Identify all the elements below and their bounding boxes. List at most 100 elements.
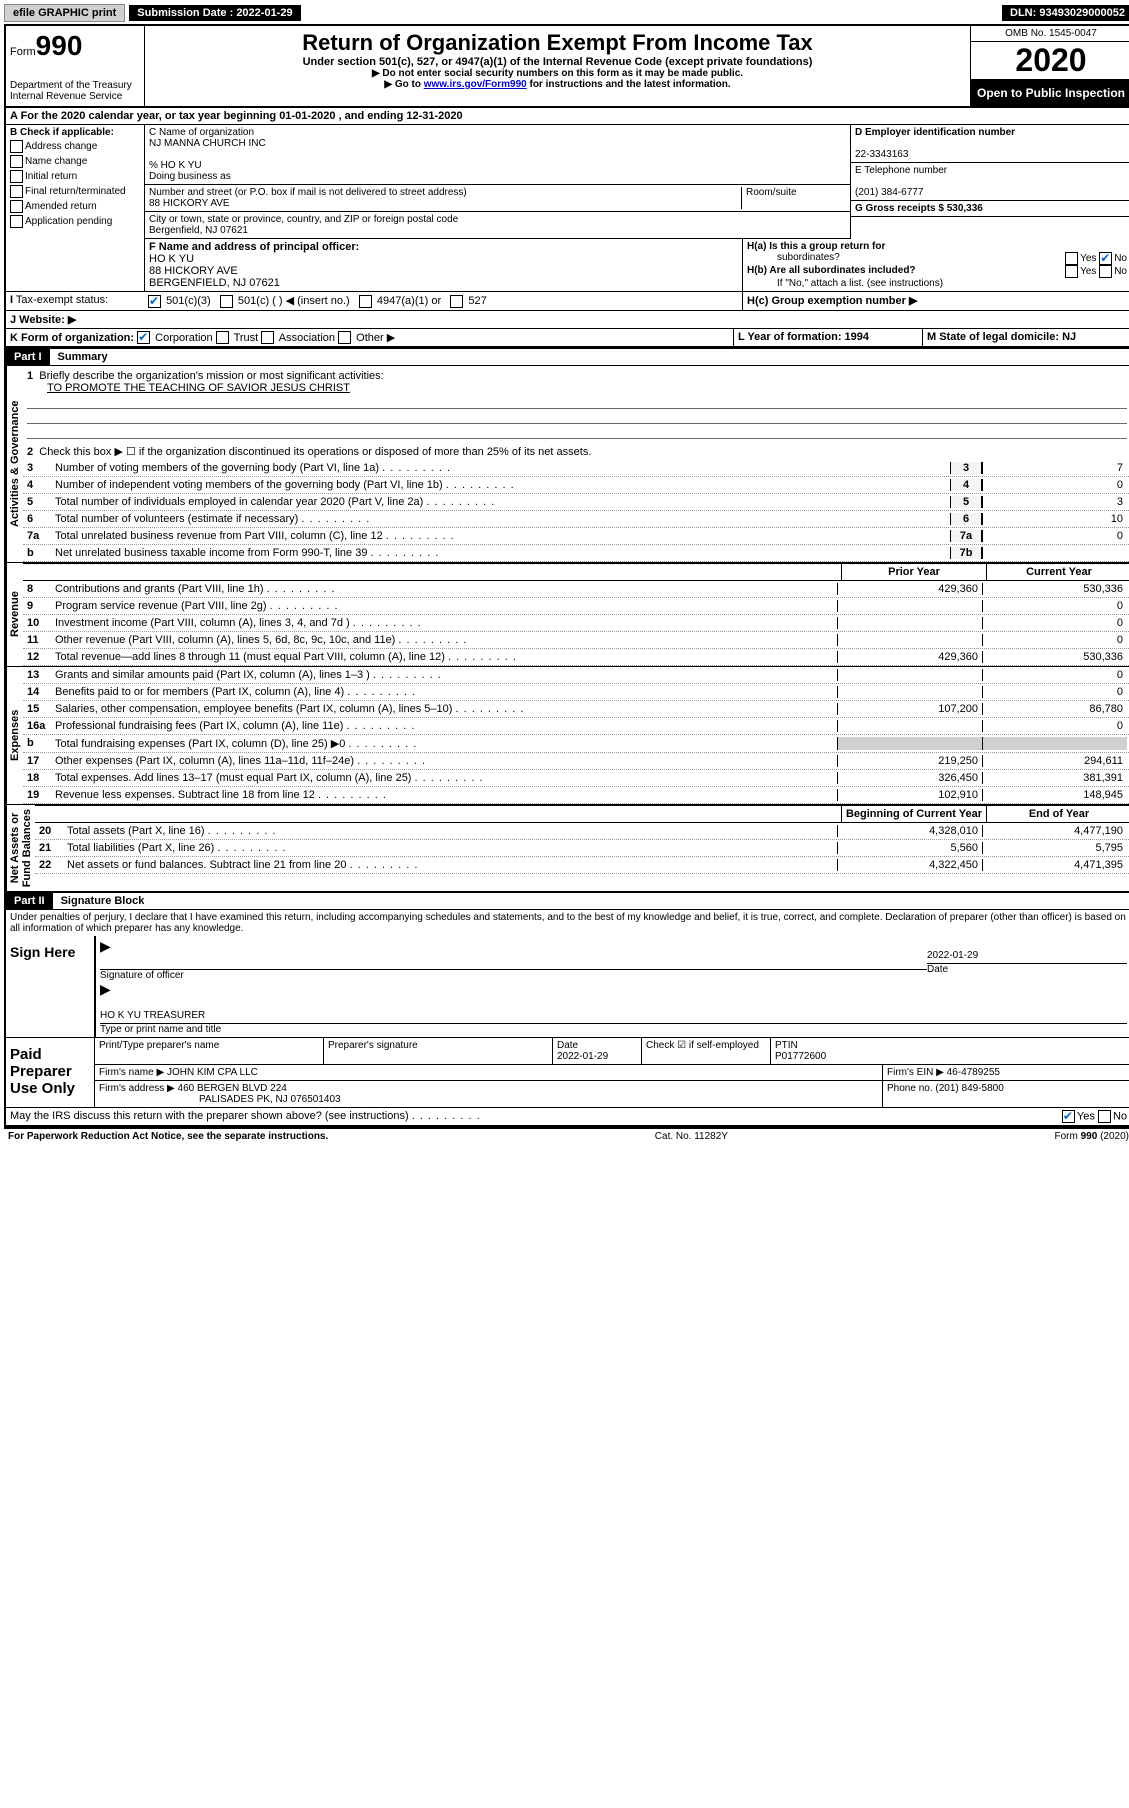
form-container: Form990 Department of the Treasury Inter… bbox=[4, 24, 1129, 1129]
tax-status-row: I Tax-exempt status: 501(c)(3) 501(c) ( … bbox=[6, 292, 1129, 311]
form-header: Form990 Department of the Treasury Inter… bbox=[6, 26, 1129, 108]
line-20: 20Total assets (Part X, line 16) 4,328,0… bbox=[35, 823, 1129, 840]
part2-head: Part II bbox=[6, 893, 53, 909]
dba-label: Doing business as bbox=[149, 171, 231, 182]
line-3: 3Number of voting members of the governi… bbox=[23, 460, 1129, 477]
check-initial[interactable]: Initial return bbox=[10, 170, 140, 183]
line-5: 5Total number of individuals employed in… bbox=[23, 494, 1129, 511]
paid-prep-label: Paid Preparer Use Only bbox=[6, 1038, 94, 1107]
ptin: P01772600 bbox=[775, 1051, 826, 1062]
col-d-info: D Employer identification number 22-3343… bbox=[850, 125, 1129, 239]
vlabel-net: Net Assets or Fund Balances bbox=[6, 805, 35, 891]
discuss-row: May the IRS discuss this return with the… bbox=[6, 1108, 1129, 1127]
line-9: 9Program service revenue (Part VIII, lin… bbox=[23, 598, 1129, 615]
section-a: A For the 2020 calendar year, or tax yea… bbox=[6, 108, 1129, 125]
title-box: Return of Organization Exempt From Incom… bbox=[145, 26, 970, 106]
col-b-checkboxes: B Check if applicable: Address change Na… bbox=[6, 125, 145, 239]
sign-here-row: Sign Here ▶ Signature of officer 2022-01… bbox=[6, 936, 1129, 1038]
part1-head: Part I bbox=[6, 349, 50, 365]
efile-button[interactable]: efile GRAPHIC print bbox=[4, 4, 125, 22]
firm-addr: 460 BERGEN BLVD 224 bbox=[178, 1083, 287, 1094]
form-number: 990 bbox=[36, 30, 83, 61]
vlabel-expenses: Expenses bbox=[6, 667, 23, 804]
check-final[interactable]: Final return/terminated bbox=[10, 185, 140, 198]
part2-title: Signature Block bbox=[53, 895, 145, 907]
form-number-box: Form990 Department of the Treasury Inter… bbox=[6, 26, 145, 106]
line-16a: 16aProfessional fundraising fees (Part I… bbox=[23, 718, 1129, 735]
part2-bar: Part II Signature Block bbox=[6, 891, 1129, 910]
line-10: 10Investment income (Part VIII, column (… bbox=[23, 615, 1129, 632]
street-cell: Number and street (or P.O. box if mail i… bbox=[145, 185, 850, 212]
form-prefix: Form bbox=[10, 46, 36, 58]
check-address[interactable]: Address change bbox=[10, 140, 140, 153]
discuss-no[interactable] bbox=[1098, 1110, 1111, 1123]
city-cell: City or town, state or province, country… bbox=[145, 212, 850, 239]
vlabel-governance: Activities & Governance bbox=[6, 366, 23, 562]
ein-cell: D Employer identification number 22-3343… bbox=[851, 125, 1129, 163]
gross-cell: G Gross receipts $ 530,336 bbox=[851, 201, 1129, 217]
check-name[interactable]: Name change bbox=[10, 155, 140, 168]
line-13: 13Grants and similar amounts paid (Part … bbox=[23, 667, 1129, 684]
firm-ein: 46-4789255 bbox=[947, 1067, 1000, 1078]
street: 88 HICKORY AVE bbox=[149, 198, 230, 209]
check-corp[interactable] bbox=[137, 331, 150, 344]
col-b-label: B Check if applicable: bbox=[10, 127, 114, 138]
check-amended[interactable]: Amended return bbox=[10, 200, 140, 213]
h-section: H(a) Is this a group return for subordin… bbox=[742, 239, 1129, 291]
expenses-section: Expenses 13Grants and similar amounts pa… bbox=[6, 666, 1129, 804]
footer-right: Form 990 (2020) bbox=[1055, 1131, 1129, 1142]
note-ssn: ▶ Do not enter social security numbers o… bbox=[153, 68, 962, 79]
declaration: Under penalties of perjury, I declare th… bbox=[6, 910, 1129, 936]
col-c-org-info: C Name of organization NJ MANNA CHURCH I… bbox=[145, 125, 850, 239]
org-name: NJ MANNA CHURCH INC bbox=[149, 138, 266, 149]
officer-cell: F Name and address of principal officer:… bbox=[144, 239, 742, 291]
line-17: 17Other expenses (Part IX, column (A), l… bbox=[23, 753, 1129, 770]
open-public-badge: Open to Public Inspection bbox=[971, 80, 1129, 106]
info-grid: B Check if applicable: Address change Na… bbox=[6, 125, 1129, 239]
line-b: bTotal fundraising expenses (Part IX, co… bbox=[23, 735, 1129, 753]
line-b: bNet unrelated business taxable income f… bbox=[23, 545, 1129, 562]
check-pending[interactable]: Application pending bbox=[10, 215, 140, 228]
phone-cell: E Telephone number (201) 384-6777 bbox=[851, 163, 1129, 201]
year-box: OMB No. 1545-0047 2020 Open to Public In… bbox=[970, 26, 1129, 106]
discuss-yes[interactable] bbox=[1062, 1110, 1075, 1123]
mission: TO PROMOTE THE TEACHING OF SAVIOR JESUS … bbox=[27, 382, 350, 394]
officer-name: HO K YU bbox=[149, 253, 194, 265]
sign-here-label: Sign Here bbox=[6, 936, 94, 1037]
submission-date: Submission Date : 2022-01-29 bbox=[129, 5, 300, 21]
part1-bar: Part I Summary bbox=[6, 347, 1129, 366]
check-501c3[interactable] bbox=[148, 295, 161, 308]
line-19: 19Revenue less expenses. Subtract line 1… bbox=[23, 787, 1129, 804]
tax-year: 2020 bbox=[971, 42, 1129, 80]
line-11: 11Other revenue (Part VIII, column (A), … bbox=[23, 632, 1129, 649]
line-22: 22Net assets or fund balances. Subtract … bbox=[35, 857, 1129, 874]
net-section: Net Assets or Fund Balances Beginning of… bbox=[6, 804, 1129, 891]
line-8: 8Contributions and grants (Part VIII, li… bbox=[23, 581, 1129, 598]
line-12: 12Total revenue—add lines 8 through 11 (… bbox=[23, 649, 1129, 666]
dept-label: Department of the Treasury Internal Reve… bbox=[10, 80, 140, 102]
line-18: 18Total expenses. Add lines 13–17 (must … bbox=[23, 770, 1129, 787]
col-beg-head: Beginning of Current Year bbox=[841, 806, 986, 822]
note-link: ▶ Go to www.irs.gov/Form990 for instruct… bbox=[153, 79, 962, 90]
form-subtitle: Under section 501(c), 527, or 4947(a)(1)… bbox=[153, 56, 962, 68]
paid-preparer-row: Paid Preparer Use Only Print/Type prepar… bbox=[6, 1038, 1129, 1108]
irs-link[interactable]: www.irs.gov/Form990 bbox=[424, 79, 527, 90]
firm-phone: (201) 849-5800 bbox=[935, 1083, 1003, 1094]
care-of: % HO K YU bbox=[149, 160, 202, 171]
line-7a: 7aTotal unrelated business revenue from … bbox=[23, 528, 1129, 545]
revenue-section: Revenue Prior Year Current Year 8Contrib… bbox=[6, 562, 1129, 666]
footer-mid: Cat. No. 11282Y bbox=[655, 1131, 728, 1142]
col-end-head: End of Year bbox=[986, 806, 1129, 822]
footer-left: For Paperwork Reduction Act Notice, see … bbox=[8, 1131, 328, 1142]
city: Bergenfield, NJ 07621 bbox=[149, 225, 248, 236]
form-title: Return of Organization Exempt From Incom… bbox=[153, 30, 962, 56]
line-21: 21Total liabilities (Part X, line 26) 5,… bbox=[35, 840, 1129, 857]
officer-h-row: F Name and address of principal officer:… bbox=[6, 239, 1129, 292]
ein: 22-3343163 bbox=[855, 149, 908, 160]
org-name-cell: C Name of organization NJ MANNA CHURCH I… bbox=[145, 125, 850, 185]
k-l-m-row: K Form of organization: Corporation Trus… bbox=[6, 329, 1129, 348]
part1-title: Summary bbox=[50, 351, 108, 363]
col-prior-head: Prior Year bbox=[841, 564, 986, 580]
line-6: 6Total number of volunteers (estimate if… bbox=[23, 511, 1129, 528]
website-row: J Website: ▶ bbox=[6, 311, 1129, 329]
